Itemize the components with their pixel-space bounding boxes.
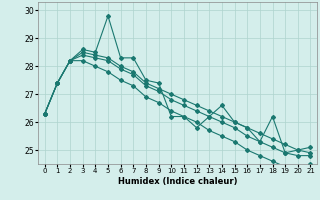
X-axis label: Humidex (Indice chaleur): Humidex (Indice chaleur)	[118, 177, 237, 186]
